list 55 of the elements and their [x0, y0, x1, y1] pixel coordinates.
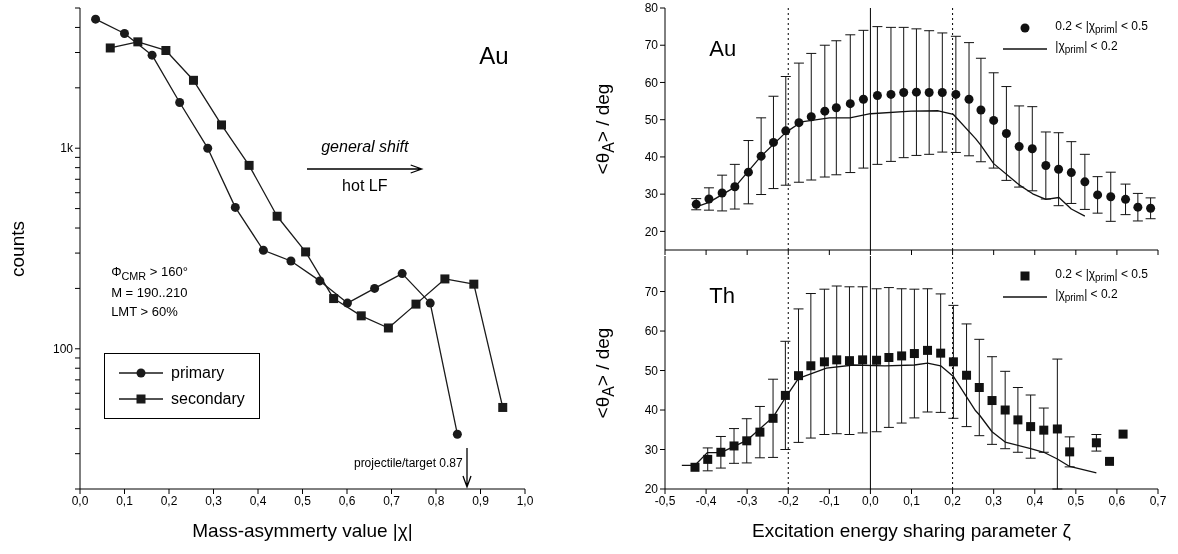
- annotation: LMT > 60%: [111, 303, 178, 319]
- x-tick-label: 0,0: [862, 493, 880, 508]
- y-tick-label: 40: [644, 150, 659, 165]
- x-tick-label: -0,1: [818, 493, 840, 508]
- legend-label: 0.2 < |χ$_{prim}$| < 0.5: [1055, 266, 1148, 286]
- x-tick-label: 0,2: [160, 493, 178, 508]
- annotation: Au: [479, 42, 509, 71]
- x-tick-label: -0,2: [777, 493, 799, 508]
- annotation: hot LF: [342, 176, 388, 195]
- y-tick-label: 60: [644, 324, 659, 339]
- y-tick-label: 70: [644, 284, 659, 299]
- annotation: Φ$_{CMR}$ > 160°: [111, 263, 188, 282]
- x-tick-label: 0,5: [1067, 493, 1085, 508]
- y-tick-label: 1k: [60, 141, 74, 156]
- y-tick-label: 30: [644, 442, 659, 457]
- x-tick-label: 0,8: [427, 493, 445, 508]
- legend-label: |χ$_{prim}$| < 0.2: [1055, 38, 1118, 58]
- x-tick-label: 0,6: [1108, 493, 1126, 508]
- y-tick-label: 50: [644, 112, 659, 127]
- annotation: projectile/target 0.87: [353, 455, 463, 470]
- x-tick-label: 0,7: [383, 493, 401, 508]
- y-tick-label: 70: [644, 38, 659, 53]
- y-tick-label: 30: [644, 187, 659, 202]
- x-tick-label: 0,0: [71, 493, 89, 508]
- x-tick-label: 0,4: [249, 493, 267, 508]
- legend-label: secondary: [171, 389, 245, 409]
- y-tick-label: 100: [52, 342, 74, 357]
- x-tick-label: 0,2: [944, 493, 962, 508]
- annotation: Th: [709, 282, 736, 309]
- x-tick-label: 0,7: [1149, 493, 1167, 508]
- x-tick-label: -0,4: [695, 493, 717, 508]
- annotation: Au: [709, 36, 737, 63]
- x-tick-label: 0,3: [205, 493, 223, 508]
- y-tick-label: 40: [644, 403, 659, 418]
- x-tick-label: 0,1: [116, 493, 134, 508]
- annotation: M = 190..210: [111, 284, 188, 300]
- x-tick-label: 0,3: [985, 493, 1003, 508]
- x-axis-title: Mass-asymmerty value |χ|: [191, 520, 414, 542]
- y-tick-label: 80: [644, 1, 659, 16]
- x-axis-title: Excitation energy sharing parameter ζ: [751, 520, 1072, 542]
- legend-label: 0.2 < |χ$_{prim}$| < 0.5: [1055, 18, 1148, 38]
- y-tick-label: 50: [644, 363, 659, 378]
- annotation: general shift: [321, 138, 409, 157]
- x-tick-label: -0,3: [736, 493, 758, 508]
- legend-label: primary: [171, 363, 225, 383]
- x-tick-label: 0,5: [294, 493, 312, 508]
- x-tick-label: 0,1: [903, 493, 921, 508]
- x-tick-label: 0,4: [1026, 493, 1044, 508]
- x-tick-label: 1,0: [516, 493, 534, 508]
- y-tick-label: 20: [644, 224, 659, 239]
- x-tick-label: 0,9: [472, 493, 490, 508]
- x-tick-label: 0,6: [338, 493, 356, 508]
- y-tick-label: 60: [644, 75, 659, 90]
- legend-label: |χ$_{prim}$| < 0.2: [1055, 286, 1118, 306]
- y-axis-title: counts: [6, 219, 29, 279]
